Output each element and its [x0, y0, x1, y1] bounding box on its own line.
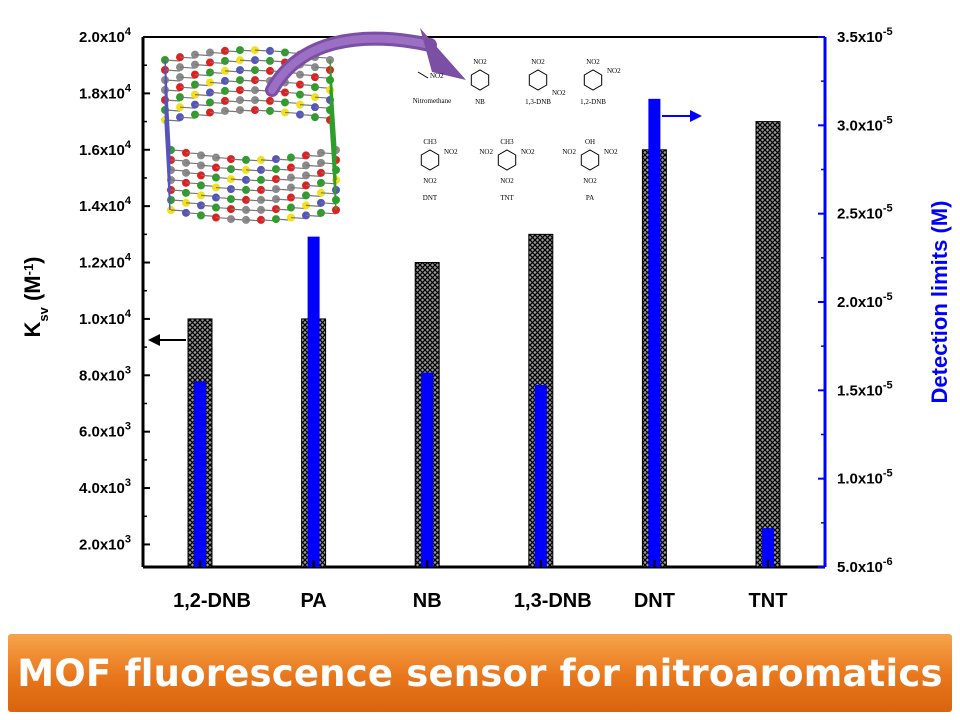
category-labels: 1,2-DNB PA NB 1,3-DNB DNT TNT	[173, 560, 787, 612]
ksv-bar	[755, 121, 781, 568]
detection-bar	[762, 528, 774, 567]
curved-arrow-icon	[265, 28, 466, 97]
molecule-label: OH	[585, 138, 595, 146]
molecule-label: NO2	[521, 148, 535, 156]
mof-strut	[329, 119, 337, 211]
mof-bond	[179, 66, 196, 69]
left-tick-label: 8.0x103	[79, 364, 131, 384]
right-axis-ticks: 5.0x10-6 1.0x10-5 1.5x10-5 2.0x10-5 2.5x10-5…	[818, 26, 893, 576]
mof-bond	[164, 59, 181, 62]
right-axis-title: Detection limits (M)	[927, 201, 952, 404]
benzene-ring	[528, 69, 548, 91]
right-axis-pointer-arrow	[662, 110, 702, 122]
molecule-label: TNT	[500, 194, 514, 202]
title-banner: MOF fluorescence sensor for nitroaromati…	[8, 634, 952, 712]
molecule-label: NO2	[444, 148, 458, 156]
right-tick-label: 2.5x10-5	[837, 203, 893, 223]
left-axis-ticks: 2.0x103 4.0x103 6.0x103 8.0x103 1.0x104 1.2x1…	[79, 26, 150, 553]
right-tick-label: 3.0x10-5	[837, 114, 893, 134]
detection-bars	[194, 98, 774, 567]
left-tick-label: 2.0x104	[79, 26, 132, 46]
detection-bar	[534, 385, 547, 567]
molecule-label: NO2	[531, 58, 545, 66]
mof-bond	[320, 192, 337, 195]
molecule-label: 1,3-DNB	[525, 98, 551, 106]
right-tick-label: 2.0x10-5	[837, 291, 893, 311]
molecule-label: NO2	[479, 148, 493, 156]
molecule-label: DNT	[423, 194, 438, 202]
right-tick-label: 5.0x10-6	[837, 556, 893, 576]
molecule-label: NO2	[586, 58, 600, 66]
mof-bond	[320, 202, 337, 205]
mof-bond	[320, 212, 337, 215]
right-tick-label: 1.5x10-5	[837, 379, 893, 399]
x-tick-label: NB	[413, 590, 442, 612]
mof-bond	[305, 174, 322, 178]
molecule-label: CH3	[423, 138, 437, 146]
benzene-ring	[580, 149, 600, 171]
chart: 2.0x103 4.0x103 6.0x103 8.0x103 1.0x104 1.2x1…	[20, 26, 952, 612]
left-tick-label: 4.0x103	[79, 477, 131, 497]
mof-bond	[305, 164, 322, 168]
x-tick-label: TNT	[749, 590, 788, 612]
benzene-ring	[470, 69, 490, 91]
mof-bond	[179, 106, 196, 109]
left-axis-pointer-arrow	[148, 334, 186, 346]
mof-bond	[179, 86, 196, 89]
mof-strut	[164, 119, 171, 211]
mof-bond	[305, 214, 322, 218]
banner-title: MOF fluorescence sensor for nitroaromati…	[17, 651, 943, 695]
mof-bond	[179, 96, 196, 99]
x-tick-label: 1,3-DNB	[514, 590, 592, 612]
detection-bar	[194, 381, 206, 567]
mof-structure-illustration	[161, 46, 340, 224]
molecule-label: NO2	[583, 177, 597, 185]
molecule-label: NB	[475, 98, 485, 106]
molecule-label: NO2	[562, 148, 576, 156]
right-tick-label: 3.5x10-5	[837, 26, 893, 46]
nitroaromatic-structures: NO2NitromethaneNO2NBNO2NO21,3-DNBNO2NO21…	[413, 58, 621, 202]
right-tick-label: 1.0x10-5	[837, 468, 893, 488]
left-tick-label: 2.0x103	[79, 533, 131, 553]
x-tick-label: PA	[300, 590, 326, 612]
molecule-label: NO2	[423, 177, 437, 185]
mof-bond	[179, 56, 196, 59]
molecule-label: NO2	[604, 148, 618, 156]
molecule-label: NO2	[500, 177, 514, 185]
benzene-ring	[497, 149, 517, 171]
mof-bond	[164, 89, 181, 92]
benzene-ring	[420, 149, 440, 171]
detection-bar	[307, 236, 320, 567]
x-tick-label: DNT	[634, 590, 675, 612]
left-tick-label: 1.0x104	[79, 308, 132, 328]
mof-bond	[305, 194, 322, 198]
left-axis-title: Ksv (M-1)	[20, 256, 51, 337]
benzene-ring	[583, 69, 603, 91]
mof-bond	[179, 116, 196, 119]
left-tick-label: 1.8x104	[79, 82, 132, 102]
left-tick-label: 1.2x104	[79, 252, 132, 272]
mof-bond	[164, 79, 181, 82]
molecule-label: CH3	[500, 138, 514, 146]
molecule-label: NO2	[607, 67, 621, 75]
mof-bond	[305, 204, 322, 208]
mof-bond	[179, 76, 196, 79]
molecule-bond	[417, 71, 429, 79]
left-tick-label: 1.6x104	[79, 139, 132, 159]
mof-bond	[305, 184, 322, 188]
molecule-label: NO2	[430, 72, 444, 80]
x-tick-label: 1,2-DNB	[173, 590, 251, 612]
detection-bar	[648, 98, 661, 567]
molecule-label: NO2	[473, 58, 487, 66]
mof-bond	[164, 69, 181, 72]
molecule-label: PA	[586, 194, 594, 202]
left-tick-label: 1.4x104	[79, 195, 132, 215]
detection-bar	[421, 372, 434, 567]
molecule-label: NO2	[552, 89, 566, 97]
molecule-label: Nitromethane	[413, 97, 452, 105]
molecule-label: 1,2-DNB	[580, 98, 606, 106]
left-tick-label: 6.0x103	[79, 421, 131, 441]
mof-bond	[305, 154, 322, 158]
